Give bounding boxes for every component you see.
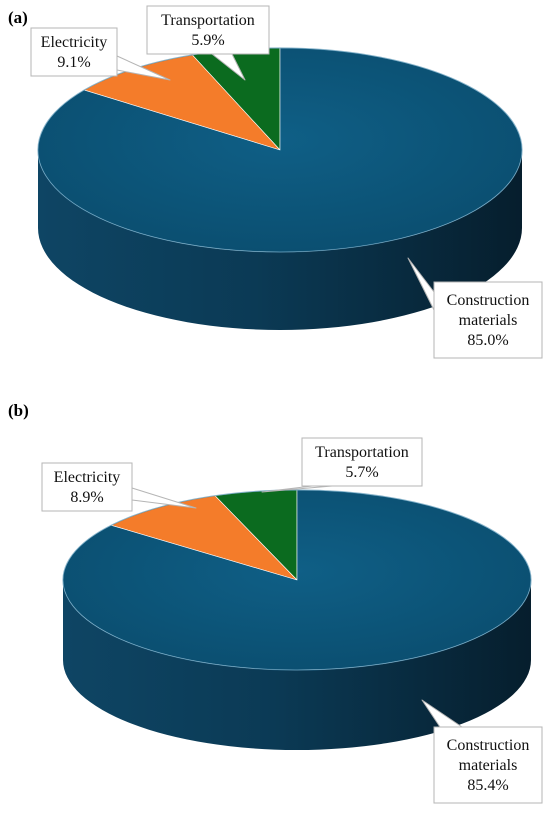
panel-label: (b) — [8, 401, 29, 420]
slice-value-label: 5.9% — [191, 32, 224, 49]
callout-box — [433, 726, 543, 804]
slice-value-label: 5.7% — [345, 464, 378, 481]
pie-side-wall — [63, 580, 531, 750]
callout-box — [301, 437, 423, 487]
pie-chart-a: (a) Transportation 5.9% Electricity 9.1% Cons… — [8, 5, 543, 359]
pie-top-rim — [62, 489, 532, 671]
callout-transportation: Transportation 5.7% — [261, 437, 423, 493]
callout-electricity: Electricity 9.1% — [30, 27, 171, 81]
callout-construction-materials: Construction materials 85.0% — [407, 257, 543, 359]
slice-category-label: materials — [459, 312, 518, 329]
slice-value-label: 85.4% — [467, 777, 508, 794]
slice-category-label: Construction — [447, 292, 530, 309]
callout-box — [433, 281, 543, 359]
callout-box — [30, 27, 118, 77]
callout-leader — [131, 487, 197, 509]
slice-category-label: materials — [459, 757, 518, 774]
slice-category-label: Transportation — [161, 12, 255, 29]
slice-category-label: Electricity — [54, 469, 121, 486]
pie-top-rim — [37, 47, 523, 253]
callout-construction-materials: Construction materials 85.4% — [421, 699, 543, 804]
slice-value-label: 85.0% — [467, 332, 508, 349]
callout-transportation: Transportation 5.9% — [146, 5, 270, 81]
callout-box — [41, 462, 133, 512]
slice-category-label: Construction — [447, 737, 530, 754]
callout-box — [146, 5, 270, 55]
slice-category-label: Electricity — [41, 34, 108, 51]
panel-label: (a) — [8, 8, 28, 27]
callout-electricity: Electricity 8.9% — [41, 462, 197, 512]
slice-category-label: Transportation — [315, 444, 409, 461]
pie-side-wall — [38, 150, 522, 330]
pie-chart-b: (b) Transportation 5.7% Electricity 8.9% Cons… — [8, 401, 543, 804]
slice-value-label: 9.1% — [57, 54, 90, 71]
slice-value-label: 8.9% — [70, 489, 103, 506]
